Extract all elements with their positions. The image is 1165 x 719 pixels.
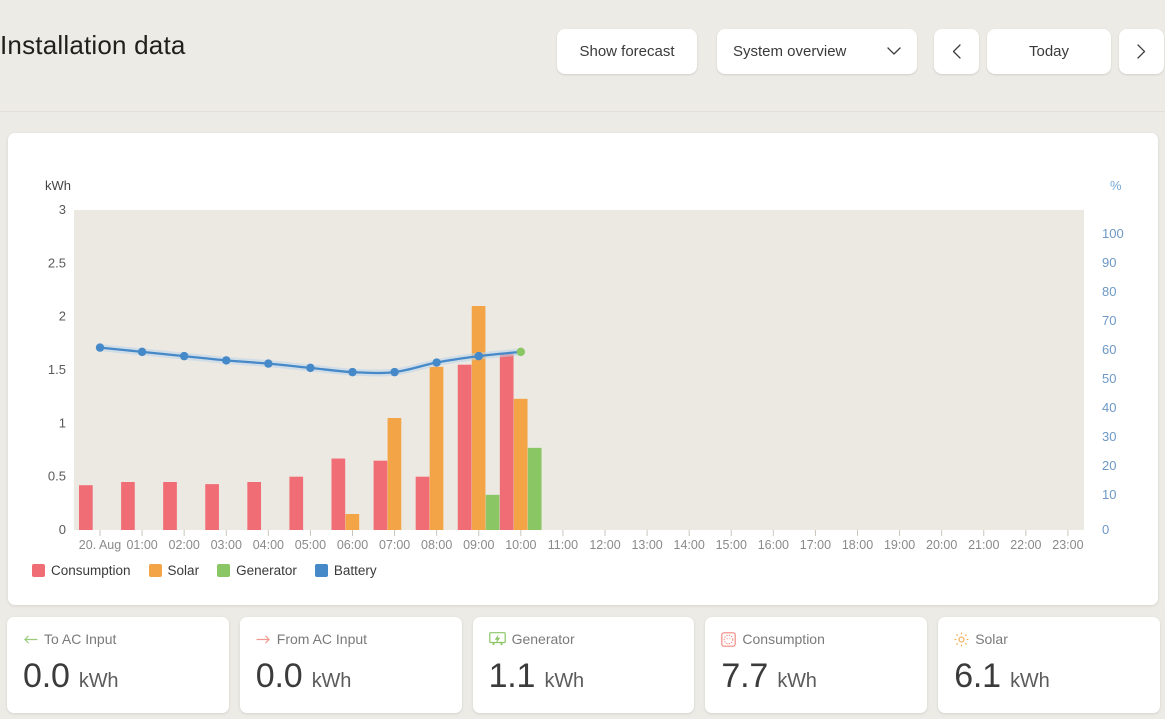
svg-text:0.5: 0.5 [48,469,66,484]
svg-text:1.5: 1.5 [48,362,66,377]
svg-text:50: 50 [1102,371,1116,386]
svg-text:20: 20 [1102,458,1116,473]
svg-text:90: 90 [1102,255,1116,270]
svg-text:3: 3 [59,202,66,217]
svg-text:2.5: 2.5 [48,255,66,270]
svg-text:10: 10 [1102,487,1116,502]
svg-text:60: 60 [1102,342,1116,357]
svg-text:0: 0 [59,522,66,537]
svg-text:70: 70 [1102,313,1116,328]
svg-text:80: 80 [1102,284,1116,299]
svg-text:30: 30 [1102,429,1116,444]
svg-text:40: 40 [1102,400,1116,415]
svg-text:100: 100 [1102,226,1124,241]
svg-text:1: 1 [59,415,66,430]
svg-text:2: 2 [59,309,66,324]
svg-text:0: 0 [1102,522,1109,537]
